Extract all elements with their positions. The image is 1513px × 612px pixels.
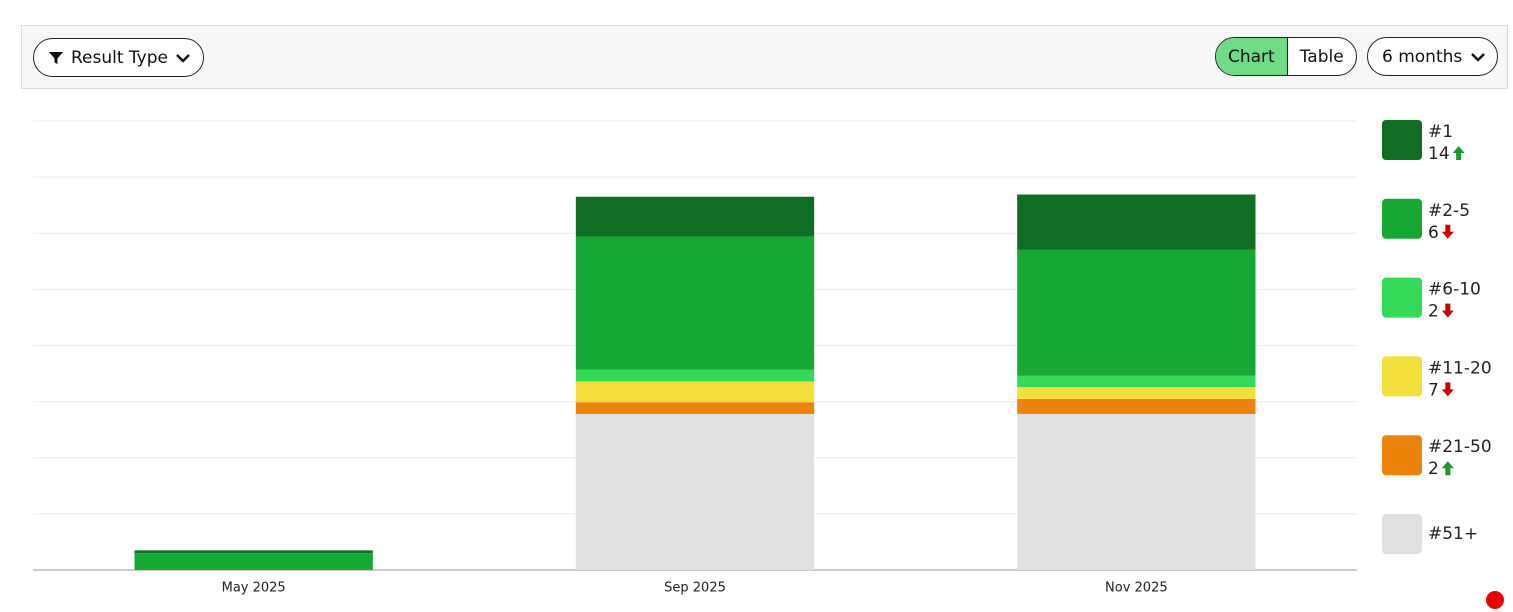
view-option[interactable]: Table (1299, 46, 1344, 67)
bar-segment (575, 369, 815, 382)
legend-label: #51+ (1428, 524, 1478, 544)
toolbar: Result Type Chart Table 6 months (21, 25, 1508, 89)
legend-swatch (1382, 198, 1422, 239)
trend-arrow (1441, 224, 1454, 239)
filter-button[interactable]: Result Type (33, 38, 204, 77)
legend-swatch (1382, 435, 1422, 476)
legend-value: 2 (1428, 302, 1439, 322)
chevron (176, 53, 190, 63)
legend-label: #11-20 (1428, 358, 1492, 378)
legend-label: #1 (1428, 122, 1453, 142)
bar-segment (1017, 398, 1256, 414)
legend-swatch (1382, 514, 1422, 554)
bar-segment (134, 553, 373, 570)
trend-arrow (1441, 461, 1454, 476)
x-tick-label: Sep 2025 (664, 581, 726, 596)
chevron (1471, 52, 1486, 62)
trend-arrow (1441, 303, 1454, 318)
period-button[interactable]: 6 months (1367, 37, 1498, 76)
bar-segment (1017, 413, 1256, 570)
legend-swatch (1382, 277, 1422, 318)
legend-value: 6 (1428, 223, 1439, 243)
legend-label: #2-5 (1428, 201, 1470, 221)
period-label: 6 months (1382, 46, 1463, 67)
legend-value: 2 (1428, 459, 1439, 479)
x-tick-label: Nov 2025 (1105, 581, 1168, 596)
bar-segment (134, 550, 373, 554)
bar-segment (1017, 249, 1256, 376)
filter-icon (49, 51, 63, 64)
legend-label: #6-10 (1428, 280, 1481, 300)
x-tick-label: May 2025 (222, 581, 286, 596)
status-dot (1486, 591, 1504, 609)
bar-segment (575, 402, 815, 414)
view-toggle: Chart Table (1215, 37, 1357, 76)
bar-segment (575, 196, 815, 237)
filter-label: Result Type (71, 47, 168, 68)
bar-segment (1017, 387, 1256, 399)
trend-arrow (1441, 382, 1454, 397)
bar-segment (1017, 194, 1256, 250)
bar-segment (1017, 375, 1256, 388)
legend-value: 14 (1428, 144, 1450, 164)
bar-segment (575, 381, 815, 403)
legend-value: 7 (1428, 380, 1439, 400)
bar-segment (575, 236, 815, 370)
legend-label: #21-50 (1428, 437, 1492, 457)
trend-arrow (1452, 146, 1465, 160)
legend-swatch (1382, 356, 1422, 397)
bar-segment (575, 413, 815, 570)
view-option[interactable]: Chart (1216, 38, 1288, 75)
legend-swatch (1382, 120, 1422, 160)
